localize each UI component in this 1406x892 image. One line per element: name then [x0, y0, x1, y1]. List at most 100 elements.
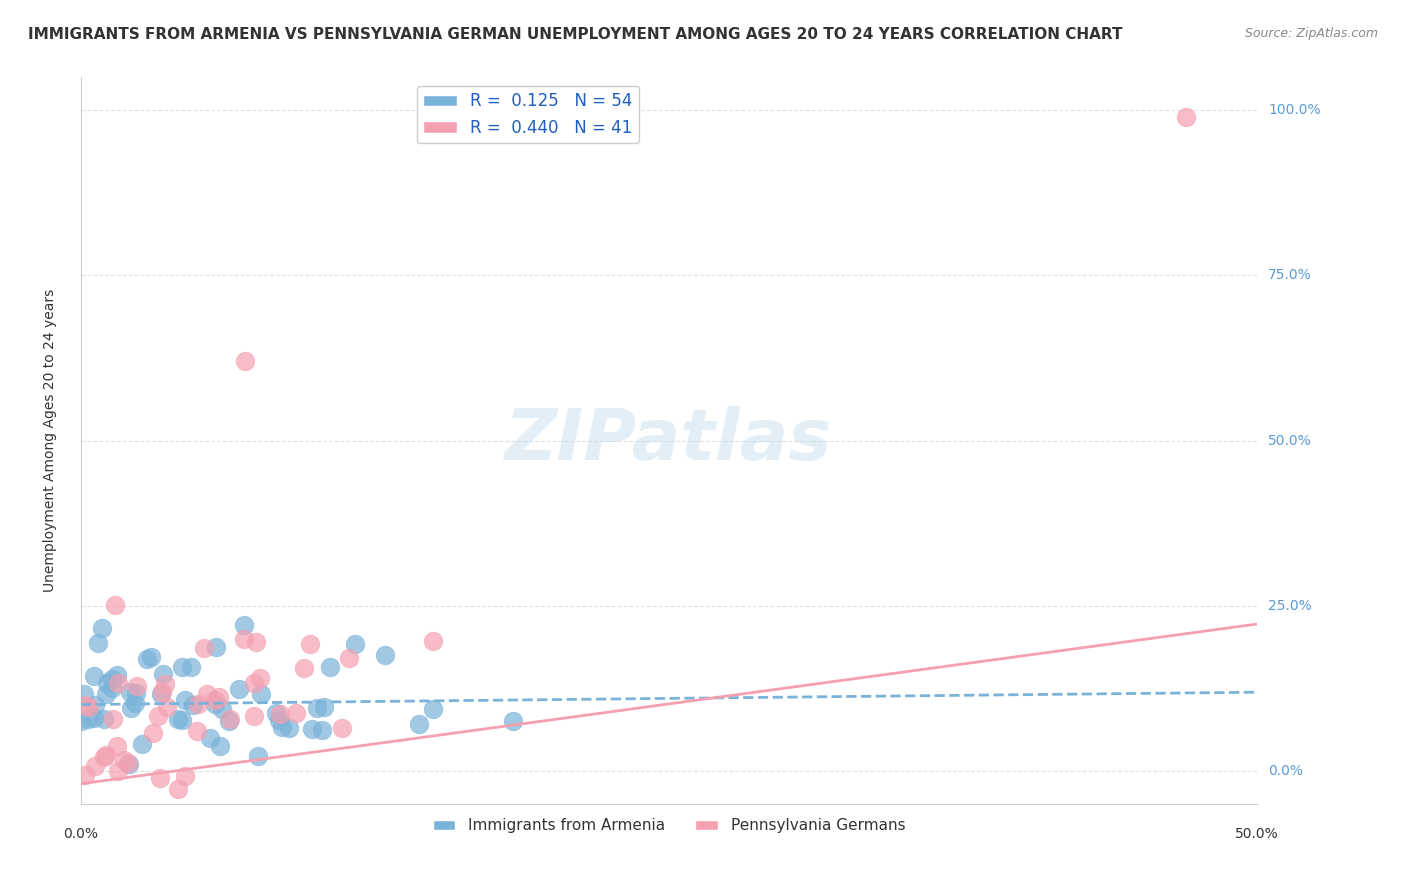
Point: [408, 717, 430, 731]
Point: [211, 702, 233, 716]
Point: [166, 782, 188, 797]
Point: [208, 690, 231, 705]
Point: [93, 712, 115, 726]
Point: [264, 706, 287, 721]
Text: 25.0%: 25.0%: [1268, 599, 1312, 613]
Point: [330, 721, 353, 735]
Point: [107, 676, 129, 690]
Point: [250, 687, 273, 701]
Point: [311, 723, 333, 737]
Point: [170, 713, 193, 727]
Point: [181, 698, 204, 713]
Text: 50.0%: 50.0%: [1268, 434, 1312, 448]
Point: [150, 687, 173, 701]
Point: [149, 771, 172, 785]
Point: [139, 649, 162, 664]
Point: [307, 700, 329, 714]
Point: [284, 706, 307, 720]
Point: [242, 676, 264, 690]
Text: Source: ZipAtlas.com: Source: ZipAtlas.com: [1244, 27, 1378, 40]
Point: [269, 707, 291, 722]
Point: [186, 724, 208, 739]
Point: [193, 641, 215, 656]
Point: [233, 632, 256, 646]
Point: [94, 748, 117, 763]
Text: 0.0%: 0.0%: [1268, 764, 1303, 778]
Point: [195, 687, 218, 701]
Point: [422, 701, 444, 715]
Point: [173, 693, 195, 707]
Point: [93, 750, 115, 764]
Legend: Immigrants from Armenia, Pennsylvania Germans: Immigrants from Armenia, Pennsylvania Ge…: [426, 813, 911, 839]
Point: [245, 634, 267, 648]
Point: [70, 714, 93, 728]
Point: [180, 659, 202, 673]
Point: [101, 712, 124, 726]
Point: [73, 768, 96, 782]
Point: [174, 769, 197, 783]
Point: [187, 697, 209, 711]
Point: [118, 757, 141, 772]
Point: [120, 700, 142, 714]
Point: [105, 668, 128, 682]
Y-axis label: Unemployment Among Ages 20 to 24 years: Unemployment Among Ages 20 to 24 years: [44, 289, 58, 592]
Point: [146, 709, 169, 723]
Text: 75.0%: 75.0%: [1268, 268, 1312, 283]
Point: [120, 684, 142, 698]
Point: [502, 714, 524, 728]
Point: [135, 652, 157, 666]
Point: [298, 637, 321, 651]
Point: [243, 709, 266, 723]
Point: [150, 685, 173, 699]
Point: [301, 722, 323, 736]
Point: [337, 651, 360, 665]
Point: [107, 764, 129, 778]
Point: [218, 713, 240, 727]
Point: [218, 714, 240, 729]
Point: [83, 698, 105, 712]
Point: [83, 711, 105, 725]
Point: [235, 354, 257, 368]
Point: [125, 679, 148, 693]
Text: 50.0%: 50.0%: [1234, 827, 1279, 841]
Point: [204, 692, 226, 706]
Point: [228, 681, 250, 696]
Point: [101, 672, 124, 686]
Point: [233, 617, 256, 632]
Point: [267, 713, 290, 727]
Point: [344, 637, 367, 651]
Point: [156, 699, 179, 714]
Point: [204, 697, 226, 711]
Text: ZIPatlas: ZIPatlas: [505, 406, 832, 475]
Point: [422, 633, 444, 648]
Point: [76, 712, 98, 726]
Point: [153, 677, 176, 691]
Point: [200, 731, 222, 745]
Point: [172, 660, 194, 674]
Point: [105, 739, 128, 753]
Point: [167, 712, 190, 726]
Point: [96, 687, 118, 701]
Point: [246, 748, 269, 763]
Point: [114, 753, 136, 767]
Point: [84, 759, 107, 773]
Point: [131, 737, 153, 751]
Point: [249, 672, 271, 686]
Point: [374, 648, 396, 662]
Point: [83, 669, 105, 683]
Point: [117, 756, 139, 771]
Point: [278, 722, 301, 736]
Text: 100.0%: 100.0%: [1268, 103, 1320, 118]
Point: [124, 696, 146, 710]
Point: [73, 687, 96, 701]
Point: [319, 659, 342, 673]
Point: [77, 700, 100, 714]
Point: [312, 700, 335, 714]
Point: [142, 725, 165, 739]
Point: [75, 698, 97, 712]
Point: [292, 660, 315, 674]
Point: [208, 739, 231, 754]
Point: [1175, 110, 1198, 124]
Point: [104, 598, 127, 612]
Point: [271, 719, 294, 733]
